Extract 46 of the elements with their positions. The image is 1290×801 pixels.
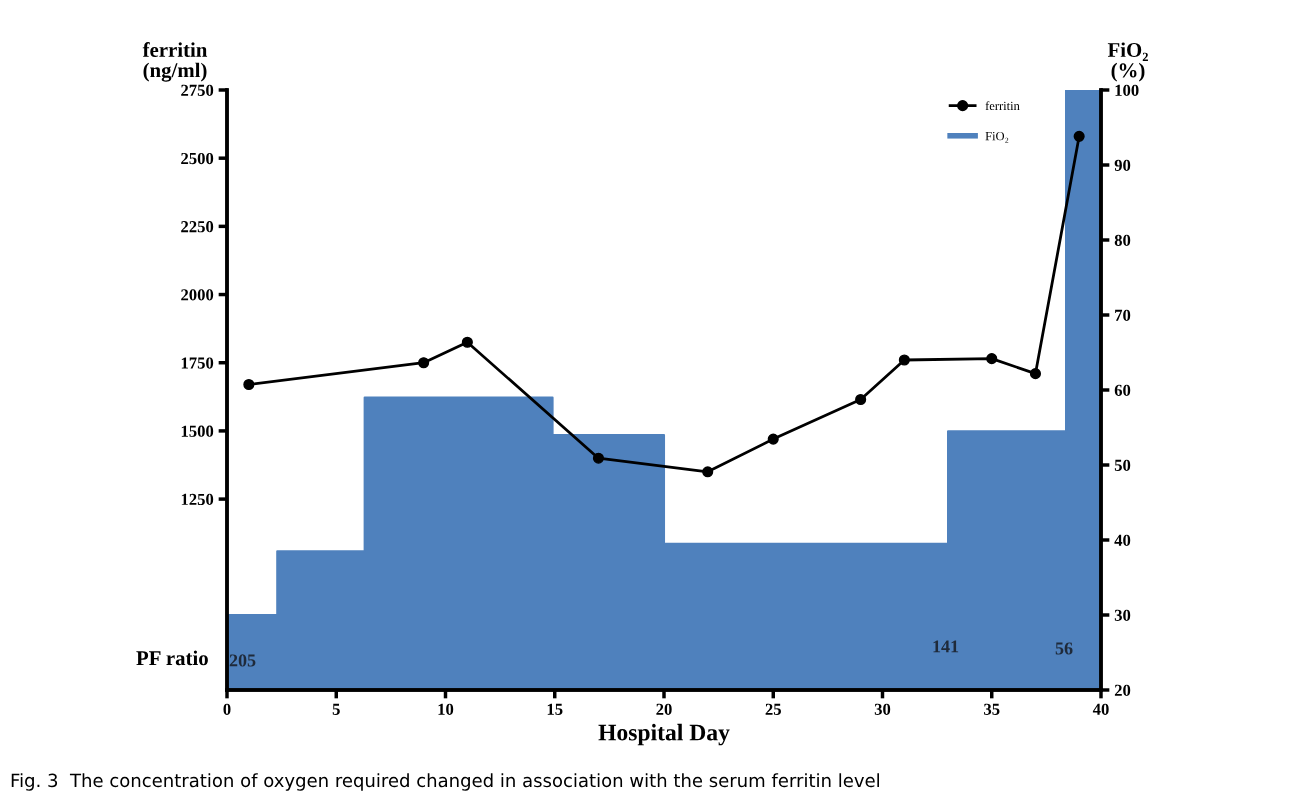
point	[702, 466, 714, 478]
point	[986, 353, 998, 365]
annotation: 56	[1055, 642, 1073, 655]
y2-tick-label: 90	[1114, 159, 1131, 171]
point	[767, 433, 779, 445]
x-tick-label: 0	[223, 703, 231, 715]
x-tick-label: 25	[765, 703, 781, 715]
y2-axis-title: FiO₂ (%)	[1107, 42, 1148, 82]
y-tick-label: 1750	[181, 357, 214, 369]
caption: Fig. 3 The concentration of oxygen required changed in association with the serum ferritin level	[11, 773, 879, 791]
x-axis-title: Hospital Day	[598, 723, 730, 746]
legend-label: ferritin	[985, 101, 1020, 111]
y-tick-label: 2500	[181, 152, 214, 165]
y2-tick-label: 100	[1115, 84, 1139, 96]
y-tick-label: 1250	[181, 493, 214, 506]
text: PF ratio	[136, 650, 208, 666]
y-tick-label: 2000	[181, 289, 214, 301]
y2-tick-label: 50	[1114, 459, 1131, 471]
point	[855, 393, 867, 406]
point	[243, 378, 255, 391]
x-tick-label: 20	[656, 703, 672, 715]
x-tick-label: 10	[438, 703, 454, 715]
y2-tick-label: 40	[1114, 534, 1131, 546]
point	[418, 357, 430, 369]
x-tick-label: 30	[874, 703, 891, 715]
x-tick-label: 35	[984, 703, 1000, 715]
y2-tick-label: 70	[1115, 309, 1131, 321]
y-tick-label: 2250	[181, 221, 214, 233]
legend-label: FiO₂	[985, 131, 1009, 143]
y2-tick-label: 30	[1114, 609, 1131, 621]
x-tick-label: 15	[547, 703, 563, 715]
y2-tick-label: 20	[1114, 684, 1131, 696]
annotation: 141	[933, 640, 959, 653]
y2-tick-label: 80	[1114, 234, 1131, 246]
y-tick-label: 2750	[181, 84, 214, 96]
point	[1073, 130, 1085, 142]
y2-tick-label: 60	[1114, 384, 1131, 396]
x-tick-label: 40	[1092, 703, 1109, 715]
point	[592, 452, 605, 464]
point	[1029, 368, 1042, 380]
annotation: 205	[229, 654, 256, 667]
point	[461, 336, 473, 348]
y-tick-label: 1500	[181, 425, 214, 437]
y-axis-title: ferritin (ng/ml)	[142, 42, 208, 82]
point	[898, 354, 910, 366]
x-tick-label: 5	[332, 703, 340, 715]
